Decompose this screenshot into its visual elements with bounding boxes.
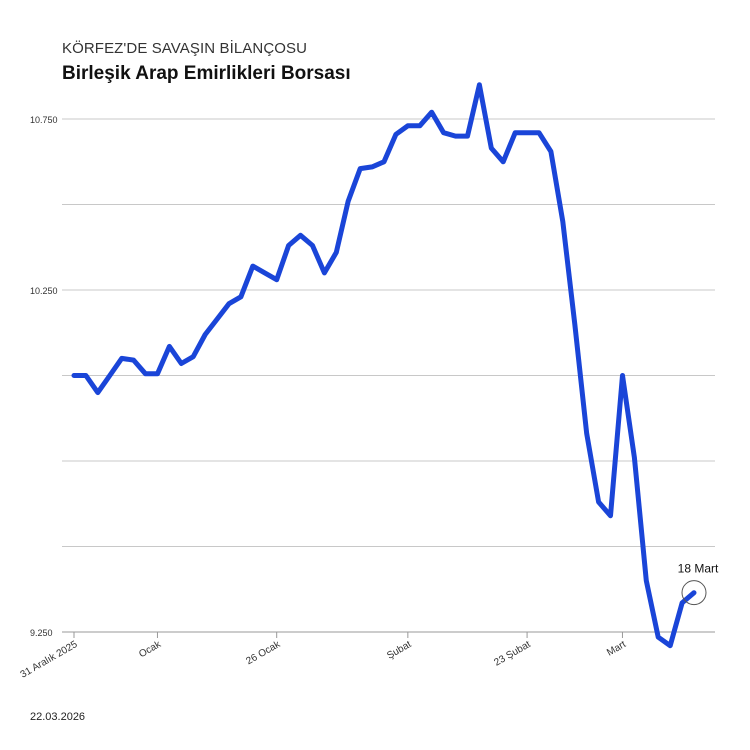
x-tick-label: Mart bbox=[605, 639, 628, 659]
y-axis-ticks: 10.750 10.250 9.250 bbox=[30, 115, 58, 638]
x-tick-label: Ocak bbox=[137, 639, 164, 661]
y-tick-label: 10.250 bbox=[30, 286, 58, 296]
last-point-label: 18 Mart bbox=[678, 562, 719, 576]
x-tick-label: 31 Aralık 2025 bbox=[19, 639, 80, 681]
x-tick-label: Şubat bbox=[385, 639, 413, 662]
publish-date: 22.03.2026 bbox=[30, 711, 86, 723]
chart-kicker: KÖRFEZ'DE SAVAŞIN BİLANÇOSU bbox=[62, 40, 308, 57]
y-tick-label: 10.750 bbox=[30, 115, 58, 125]
x-tick-label: 26 Ocak bbox=[244, 639, 283, 668]
grid-lines bbox=[62, 118, 715, 633]
x-axis-ticks: 31 Aralık 2025 Ocak 26 Ocak Şubat 23 Şubat Ma… bbox=[19, 632, 628, 681]
x-tick-label: 23 Şubat bbox=[492, 639, 532, 669]
last-point-marker bbox=[681, 580, 707, 606]
annotation-layer: 18 Mart bbox=[678, 562, 719, 606]
y-tick-label: 9.250 bbox=[30, 628, 53, 638]
chart-title: Birleşik Arap Emirlikleri Borsası bbox=[62, 63, 351, 84]
series-line bbox=[71, 82, 697, 649]
series-layer bbox=[71, 82, 697, 649]
